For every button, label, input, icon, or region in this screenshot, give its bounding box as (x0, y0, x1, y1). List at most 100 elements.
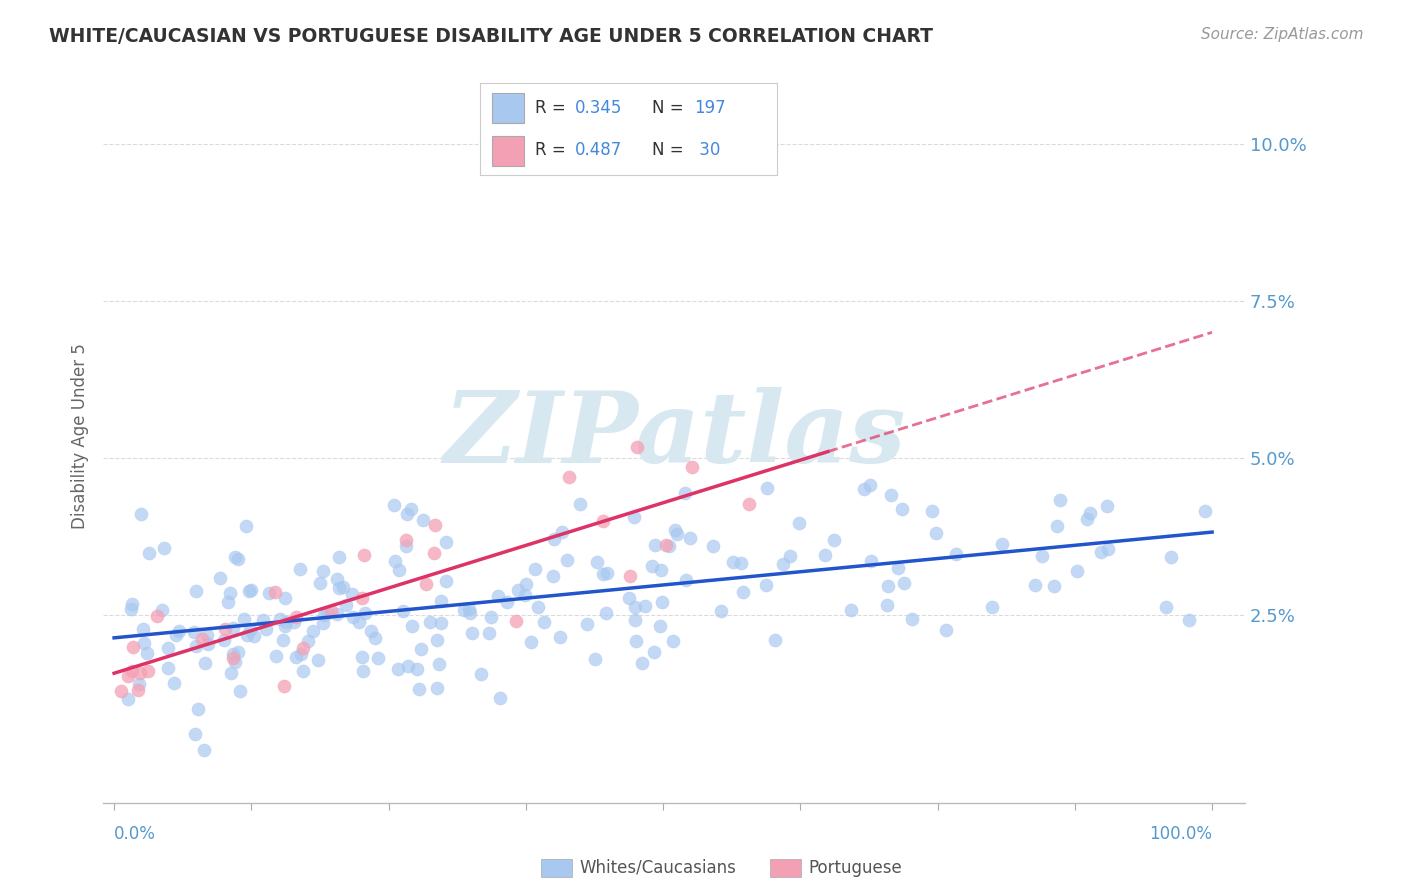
Point (342, 609, 364, 624)
Point (302, 624, 325, 639)
Point (1090, 545, 1112, 559)
Point (136, 646, 159, 660)
Point (212, 632, 235, 647)
Point (288, 562, 311, 576)
Point (679, 531, 702, 545)
Point (405, 662, 427, 676)
Point (478, 626, 501, 640)
Point (1160, 549, 1182, 564)
Point (252, 613, 274, 627)
Point (335, 598, 357, 612)
Point (893, 576, 915, 591)
Point (228, 683, 250, 698)
Point (661, 633, 683, 648)
Point (457, 602, 479, 616)
Point (1178, 613, 1201, 627)
Point (352, 591, 374, 605)
Point (813, 548, 835, 562)
Text: 100.0%: 100.0% (1149, 825, 1212, 843)
Point (548, 630, 571, 644)
Point (592, 514, 614, 528)
Point (209, 571, 232, 585)
Point (127, 683, 149, 698)
Point (184, 727, 207, 741)
Point (238, 583, 260, 598)
Point (1078, 506, 1101, 520)
Point (120, 601, 142, 615)
Point (489, 690, 512, 705)
Point (187, 702, 209, 716)
Point (259, 586, 281, 600)
Point (434, 534, 457, 549)
Point (505, 614, 527, 628)
Point (453, 603, 475, 617)
Point (681, 459, 703, 474)
Point (184, 639, 207, 653)
Point (626, 440, 648, 454)
Point (396, 507, 419, 521)
Point (543, 533, 565, 547)
Point (332, 580, 354, 594)
Point (214, 622, 236, 636)
Point (391, 604, 413, 618)
Point (219, 665, 242, 680)
Point (411, 642, 433, 657)
Point (852, 483, 875, 497)
Point (309, 576, 332, 591)
Point (284, 610, 307, 624)
Point (276, 615, 298, 629)
Point (273, 679, 295, 693)
Point (224, 655, 246, 669)
Point (723, 555, 745, 569)
Point (183, 624, 205, 639)
Point (412, 513, 434, 527)
Text: Source: ZipAtlas.com: Source: ZipAtlas.com (1201, 27, 1364, 42)
Point (136, 664, 159, 678)
Point (194, 656, 217, 670)
Point (326, 572, 349, 586)
Point (425, 517, 447, 532)
Point (1066, 565, 1088, 579)
Point (623, 509, 645, 524)
Point (395, 539, 418, 553)
Point (312, 615, 335, 630)
Point (197, 637, 219, 651)
Point (479, 610, 502, 624)
Point (644, 538, 666, 552)
Point (153, 541, 176, 555)
Point (121, 597, 143, 611)
Point (138, 546, 160, 560)
Point (236, 628, 259, 642)
Point (527, 600, 550, 615)
Point (226, 552, 249, 566)
Point (129, 507, 152, 521)
Point (891, 502, 914, 516)
Point (461, 626, 484, 640)
Point (226, 645, 249, 659)
Point (349, 615, 371, 629)
Point (274, 619, 297, 633)
Point (312, 564, 335, 578)
Point (394, 533, 416, 548)
Point (513, 588, 536, 602)
Point (363, 631, 385, 645)
Point (195, 628, 218, 642)
Point (146, 608, 169, 623)
Point (673, 486, 696, 500)
Point (387, 662, 409, 676)
Point (352, 665, 374, 679)
Point (239, 583, 262, 598)
Point (641, 559, 664, 574)
Point (326, 607, 349, 621)
Point (401, 619, 423, 633)
Point (128, 677, 150, 691)
Point (665, 526, 688, 541)
Point (523, 562, 546, 576)
Point (382, 498, 405, 512)
Point (269, 612, 291, 626)
Point (763, 632, 786, 647)
Point (426, 632, 449, 647)
Point (823, 533, 845, 547)
Point (367, 651, 389, 665)
Point (401, 502, 423, 516)
